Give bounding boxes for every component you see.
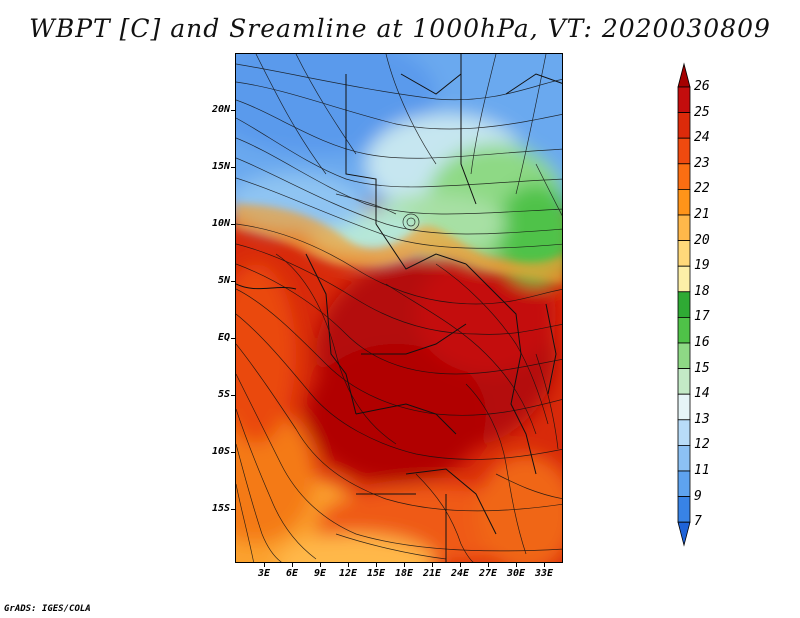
x-tick-label: 21E [422, 568, 442, 579]
colorbar-label: 18 [694, 283, 710, 299]
colorbar-label: 19 [694, 258, 710, 274]
y-tick-label: 15S [211, 503, 230, 514]
colorbar-label: 15 [694, 360, 710, 376]
streamlines [236, 54, 562, 562]
colorbar-segment [677, 368, 691, 395]
x-tick-mark [516, 563, 517, 567]
y-tick-label: 10S [211, 446, 230, 457]
y-tick-mark [231, 452, 235, 453]
colorbar-segment [677, 342, 691, 370]
wbpt-field-map [236, 54, 562, 562]
colorbar-label: 25 [694, 104, 710, 120]
colorbar-label: 23 [694, 155, 710, 171]
y-tick-mark [231, 224, 235, 225]
colorbar-segment [677, 137, 691, 165]
colorbar-segment [677, 265, 691, 293]
colorbar-segment [677, 112, 691, 139]
x-tick-mark [488, 563, 489, 567]
temperature-field [236, 54, 562, 562]
x-tick-label: 12E [338, 568, 358, 579]
colorbar-segment [677, 470, 691, 498]
colorbar-segment [677, 393, 691, 421]
colorbar-label: 12 [694, 437, 710, 453]
colorbar-segment [677, 188, 691, 216]
colorbar-bottom-arrow [677, 521, 691, 547]
colorbar-label: 26 [694, 79, 710, 94]
colorbar-label: 14 [694, 386, 710, 402]
colorbar-segment [677, 86, 691, 114]
chart-title: WBPT [C] and Sreamline at 1000hPa, VT: 2… [29, 14, 771, 43]
x-tick-label: 18E [394, 568, 414, 579]
y-tick-label: 15N [211, 161, 230, 172]
colorbar-label: 17 [694, 309, 710, 325]
x-tick-mark [544, 563, 545, 567]
x-tick-label: 15E [366, 568, 386, 579]
colorbar-label: 20 [694, 232, 710, 248]
colorbar-top-arrow [677, 62, 691, 88]
y-tick-label: 10N [211, 218, 230, 229]
colorbar-label: 9 [694, 488, 702, 504]
x-tick-mark [292, 563, 293, 567]
x-tick-label: 6E [285, 568, 299, 579]
x-tick-label: 27E [478, 568, 498, 579]
y-tick-mark [231, 509, 235, 510]
colorbar-label: 24 [694, 130, 710, 146]
colorbar-label: 7 [694, 514, 702, 530]
colorbar-segment [677, 163, 691, 190]
x-tick-mark [264, 563, 265, 567]
y-tick-label: EQ [217, 332, 230, 343]
x-tick-mark [348, 563, 349, 567]
y-tick-label: 20N [211, 104, 230, 115]
y-tick-mark [231, 395, 235, 396]
colorbar-segment [677, 419, 691, 446]
x-tick-label: 33E [534, 568, 554, 579]
colorbar-segment [677, 291, 691, 318]
x-tick-mark [376, 563, 377, 567]
colorbar-segment [677, 316, 691, 344]
map-plot-area [235, 53, 563, 563]
colorbar-segment [677, 214, 691, 242]
y-tick-label: 5S [217, 389, 230, 400]
x-tick-label: 30E [506, 568, 526, 579]
y-tick-mark [231, 167, 235, 168]
colorbar-label: 22 [694, 181, 710, 197]
colorbar [677, 62, 691, 547]
y-tick-mark [231, 338, 235, 339]
footer-credit: GrADS: IGES/COLA [4, 604, 91, 614]
colorbar-label: 11 [694, 463, 710, 478]
country-borders [236, 54, 562, 562]
x-tick-label: 24E [450, 568, 470, 579]
y-tick-mark [231, 110, 235, 111]
y-tick-label: 5N [217, 275, 230, 286]
x-tick-mark [460, 563, 461, 567]
colorbar-label: 21 [694, 207, 710, 222]
x-tick-mark [404, 563, 405, 567]
colorbar-label: 16 [694, 335, 710, 350]
colorbar-label: 13 [694, 411, 710, 427]
x-tick-label: 9E [313, 568, 327, 579]
colorbar-segment [677, 444, 691, 472]
x-tick-mark [320, 563, 321, 567]
y-tick-mark [231, 281, 235, 282]
x-tick-mark [432, 563, 433, 567]
colorbar-segment [677, 240, 691, 267]
x-tick-label: 3E [257, 568, 271, 579]
colorbar-segment [677, 496, 691, 523]
